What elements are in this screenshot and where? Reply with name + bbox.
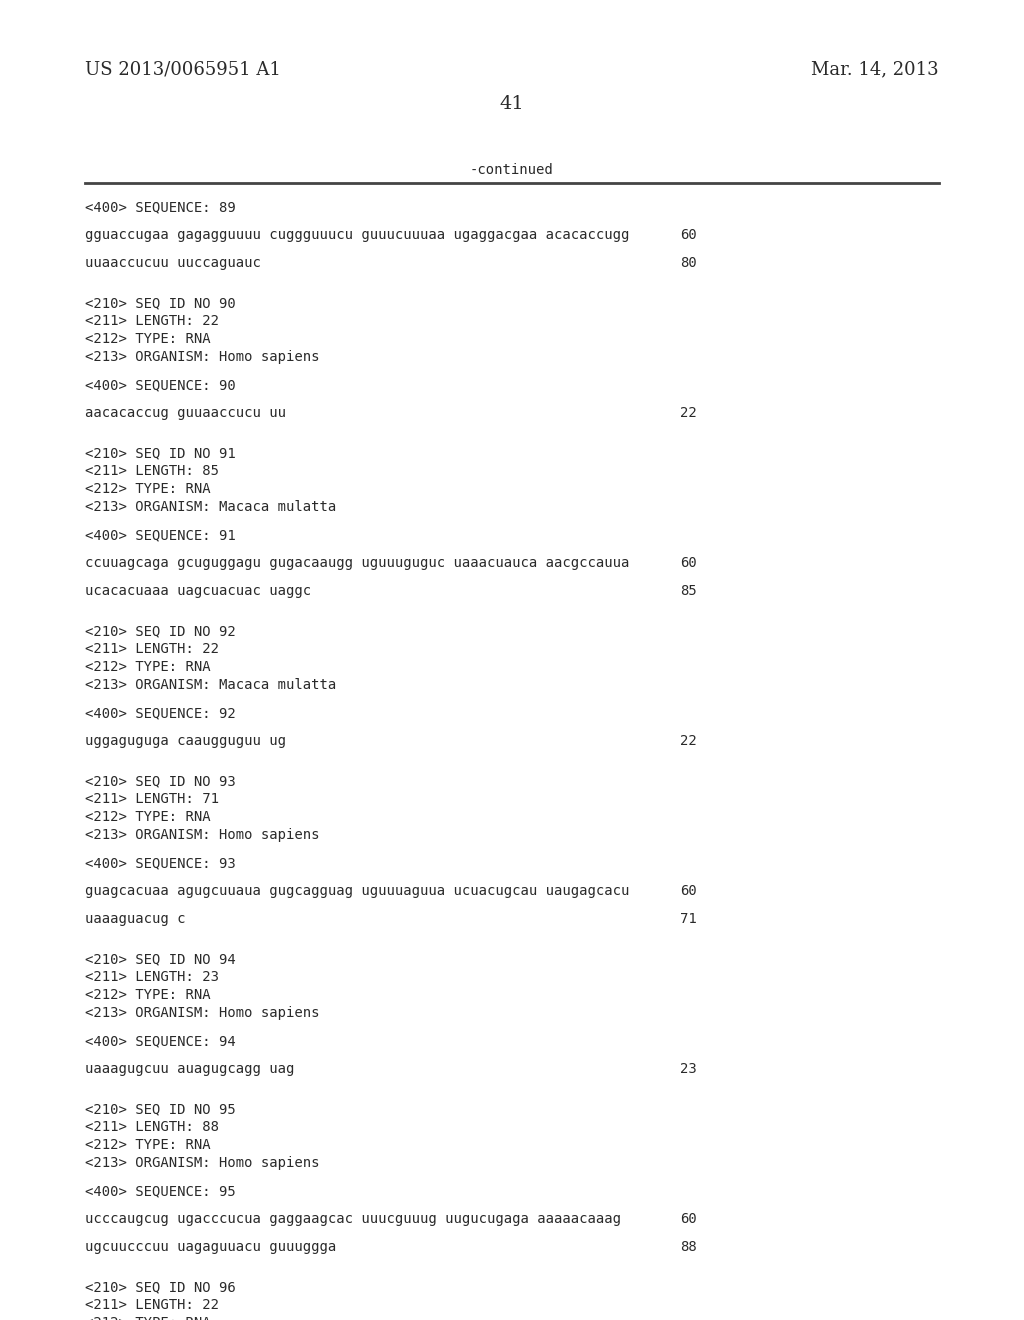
Text: <211> LENGTH: 22: <211> LENGTH: 22 <box>85 314 219 327</box>
Text: <210> SEQ ID NO 93: <210> SEQ ID NO 93 <box>85 774 236 788</box>
Text: 41: 41 <box>500 95 524 114</box>
Text: <211> LENGTH: 71: <211> LENGTH: 71 <box>85 792 219 807</box>
Text: <212> TYPE: RNA: <212> TYPE: RNA <box>85 482 211 496</box>
Text: <211> LENGTH: 22: <211> LENGTH: 22 <box>85 642 219 656</box>
Text: <400> SEQUENCE: 89: <400> SEQUENCE: 89 <box>85 201 236 214</box>
Text: <400> SEQUENCE: 91: <400> SEQUENCE: 91 <box>85 528 236 543</box>
Text: <211> LENGTH: 85: <211> LENGTH: 85 <box>85 465 219 478</box>
Text: uuaaccucuu uuccaguauc: uuaaccucuu uuccaguauc <box>85 256 261 271</box>
Text: uaaaguacug c: uaaaguacug c <box>85 912 185 927</box>
Text: 60: 60 <box>680 228 696 242</box>
Text: <400> SEQUENCE: 90: <400> SEQUENCE: 90 <box>85 378 236 392</box>
Text: 22: 22 <box>680 734 696 748</box>
Text: <211> LENGTH: 23: <211> LENGTH: 23 <box>85 970 219 983</box>
Text: 85: 85 <box>680 583 696 598</box>
Text: Mar. 14, 2013: Mar. 14, 2013 <box>811 59 939 78</box>
Text: ugcuucccuu uagaguuacu guuuggga: ugcuucccuu uagaguuacu guuuggga <box>85 1239 336 1254</box>
Text: 60: 60 <box>680 1212 696 1226</box>
Text: <211> LENGTH: 88: <211> LENGTH: 88 <box>85 1119 219 1134</box>
Text: uggaguguga caaugguguu ug: uggaguguga caaugguguu ug <box>85 734 286 748</box>
Text: <213> ORGANISM: Homo sapiens: <213> ORGANISM: Homo sapiens <box>85 828 319 842</box>
Text: ccuuagcaga gcuguggagu gugacaaugg uguuuguguc uaaacuauca aacgccauua: ccuuagcaga gcuguggagu gugacaaugg uguuugu… <box>85 556 630 570</box>
Text: <210> SEQ ID NO 96: <210> SEQ ID NO 96 <box>85 1280 236 1294</box>
Text: <210> SEQ ID NO 95: <210> SEQ ID NO 95 <box>85 1102 236 1115</box>
Text: 60: 60 <box>680 556 696 570</box>
Text: <213> ORGANISM: Homo sapiens: <213> ORGANISM: Homo sapiens <box>85 350 319 364</box>
Text: 88: 88 <box>680 1239 696 1254</box>
Text: <210> SEQ ID NO 91: <210> SEQ ID NO 91 <box>85 446 236 459</box>
Text: <213> ORGANISM: Macaca mulatta: <213> ORGANISM: Macaca mulatta <box>85 500 336 513</box>
Text: <212> TYPE: RNA: <212> TYPE: RNA <box>85 333 211 346</box>
Text: <212> TYPE: RNA: <212> TYPE: RNA <box>85 987 211 1002</box>
Text: 22: 22 <box>680 407 696 420</box>
Text: guagcacuaa agugcuuaua gugcagguag uguuuaguua ucuacugcau uaugagcacu: guagcacuaa agugcuuaua gugcagguag uguuuag… <box>85 884 630 898</box>
Text: <210> SEQ ID NO 90: <210> SEQ ID NO 90 <box>85 296 236 310</box>
Text: ucccaugcug ugacccucua gaggaagcac uuucguuug uugucugaga aaaaacaaag: ucccaugcug ugacccucua gaggaagcac uuucguu… <box>85 1212 621 1226</box>
Text: <212> TYPE: RNA: <212> TYPE: RNA <box>85 1316 211 1320</box>
Text: -continued: -continued <box>470 162 554 177</box>
Text: ucacacuaaa uagcuacuac uaggc: ucacacuaaa uagcuacuac uaggc <box>85 583 311 598</box>
Text: <400> SEQUENCE: 93: <400> SEQUENCE: 93 <box>85 855 236 870</box>
Text: US 2013/0065951 A1: US 2013/0065951 A1 <box>85 59 281 78</box>
Text: <213> ORGANISM: Homo sapiens: <213> ORGANISM: Homo sapiens <box>85 1006 319 1020</box>
Text: gguaccugaa gagagguuuu cuggguuucu guuucuuuaa ugaggacgaa acacaccugg: gguaccugaa gagagguuuu cuggguuucu guuucuu… <box>85 228 630 242</box>
Text: <211> LENGTH: 22: <211> LENGTH: 22 <box>85 1298 219 1312</box>
Text: <212> TYPE: RNA: <212> TYPE: RNA <box>85 1138 211 1152</box>
Text: <400> SEQUENCE: 92: <400> SEQUENCE: 92 <box>85 706 236 719</box>
Text: 71: 71 <box>680 912 696 927</box>
Text: 80: 80 <box>680 256 696 271</box>
Text: <212> TYPE: RNA: <212> TYPE: RNA <box>85 660 211 675</box>
Text: 23: 23 <box>680 1063 696 1076</box>
Text: 60: 60 <box>680 884 696 898</box>
Text: <213> ORGANISM: Homo sapiens: <213> ORGANISM: Homo sapiens <box>85 1156 319 1170</box>
Text: <400> SEQUENCE: 95: <400> SEQUENCE: 95 <box>85 1184 236 1199</box>
Text: aacacaccug guuaaccucu uu: aacacaccug guuaaccucu uu <box>85 407 286 420</box>
Text: <212> TYPE: RNA: <212> TYPE: RNA <box>85 810 211 824</box>
Text: <213> ORGANISM: Macaca mulatta: <213> ORGANISM: Macaca mulatta <box>85 678 336 692</box>
Text: <210> SEQ ID NO 94: <210> SEQ ID NO 94 <box>85 952 236 966</box>
Text: <210> SEQ ID NO 92: <210> SEQ ID NO 92 <box>85 624 236 638</box>
Text: <400> SEQUENCE: 94: <400> SEQUENCE: 94 <box>85 1034 236 1048</box>
Text: uaaagugcuu auagugcagg uag: uaaagugcuu auagugcagg uag <box>85 1063 294 1076</box>
